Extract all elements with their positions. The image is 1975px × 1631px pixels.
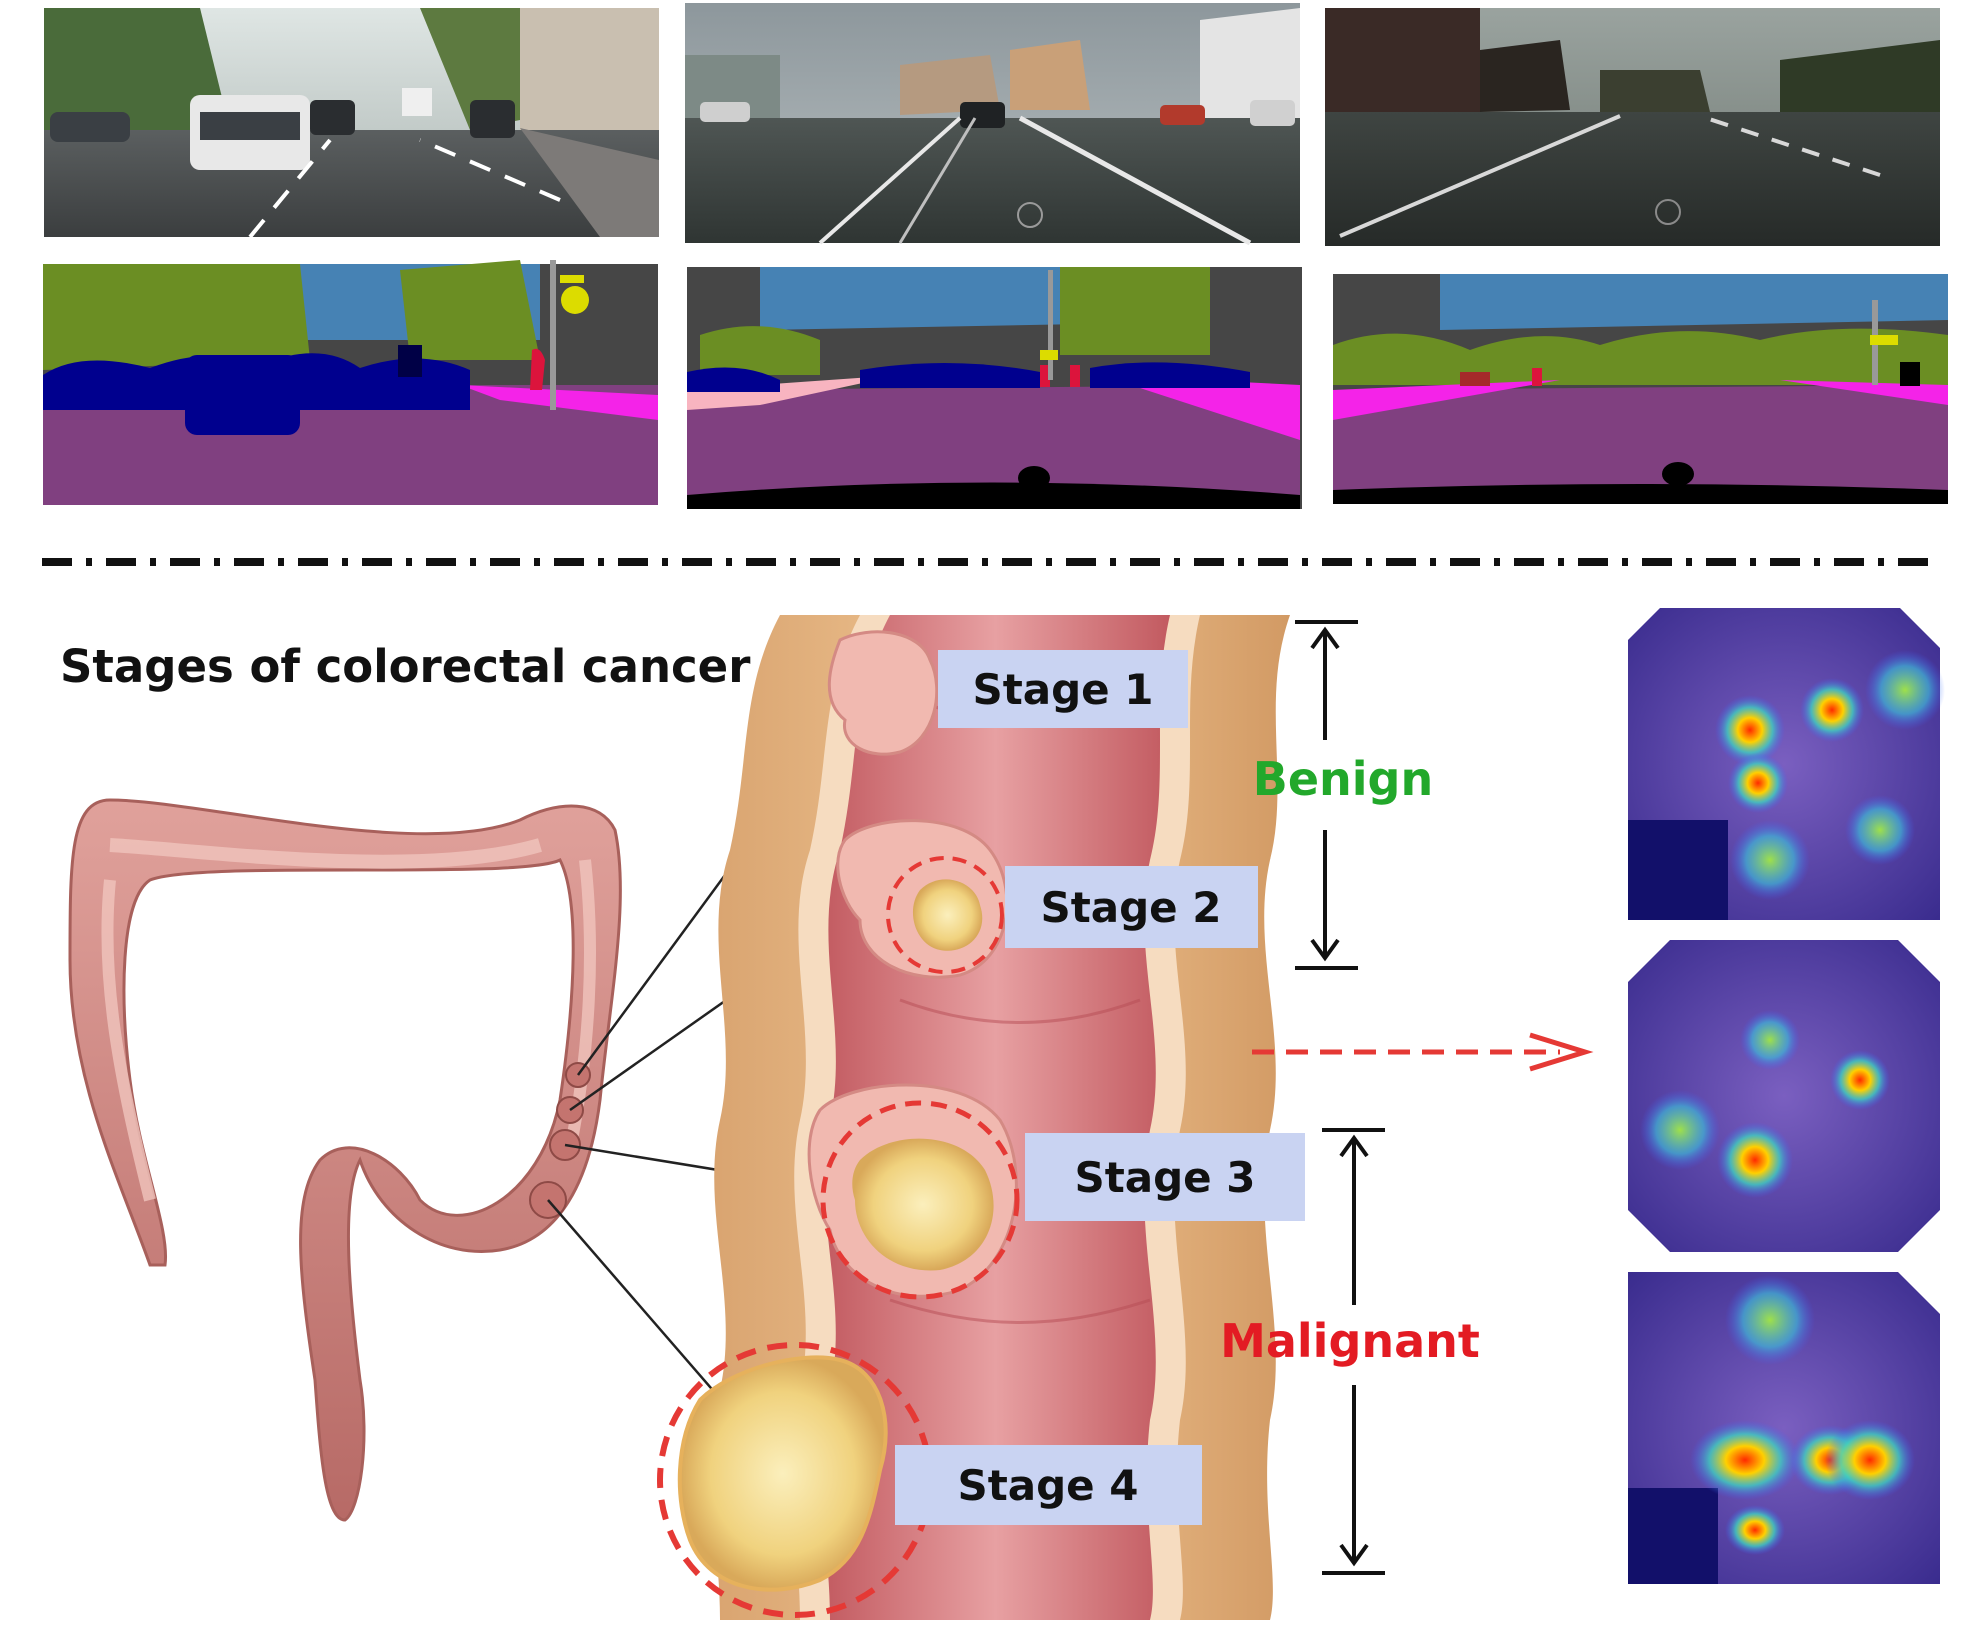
stage-label-1: Stage 1 (938, 650, 1188, 728)
attention-heatmap-3 (1628, 1272, 1940, 1584)
malignant-range-bracket (1322, 1128, 1385, 1575)
stage-label-1-text: Stage 1 (972, 665, 1153, 714)
stage-3-polyp (807, 1083, 1020, 1300)
segmentation-map-3 (1333, 274, 1948, 504)
dashed-right-arrow-icon (1252, 1032, 1594, 1072)
stage-label-4-text: Stage 4 (957, 1461, 1138, 1510)
stage-2-polyp (836, 819, 1009, 979)
figure-title: Stages of colorectal cancer (60, 640, 751, 693)
street-photo-1 (44, 8, 659, 239)
street-photo-2 (685, 3, 1300, 246)
benign-label: Benign (1253, 752, 1433, 806)
stage-1-polyp (827, 630, 939, 756)
stage-label-2: Stage 2 (1005, 866, 1258, 948)
stage-label-4: Stage 4 (895, 1445, 1202, 1525)
street-photo-3 (1325, 8, 1940, 246)
attention-heatmap-2 (1628, 940, 1940, 1252)
colon-illustration (68, 798, 622, 1522)
stage-label-2-text: Stage 2 (1040, 883, 1221, 932)
benign-range-bracket (1295, 620, 1358, 970)
segmentation-map-2 (687, 267, 1302, 509)
attention-heatmap-1 (1628, 608, 1945, 920)
stage-label-3: Stage 3 (1025, 1133, 1305, 1221)
segmentation-map-1 (43, 260, 658, 505)
malignant-label: Malignant (1220, 1314, 1480, 1368)
stage-label-3-text: Stage 3 (1074, 1153, 1255, 1202)
